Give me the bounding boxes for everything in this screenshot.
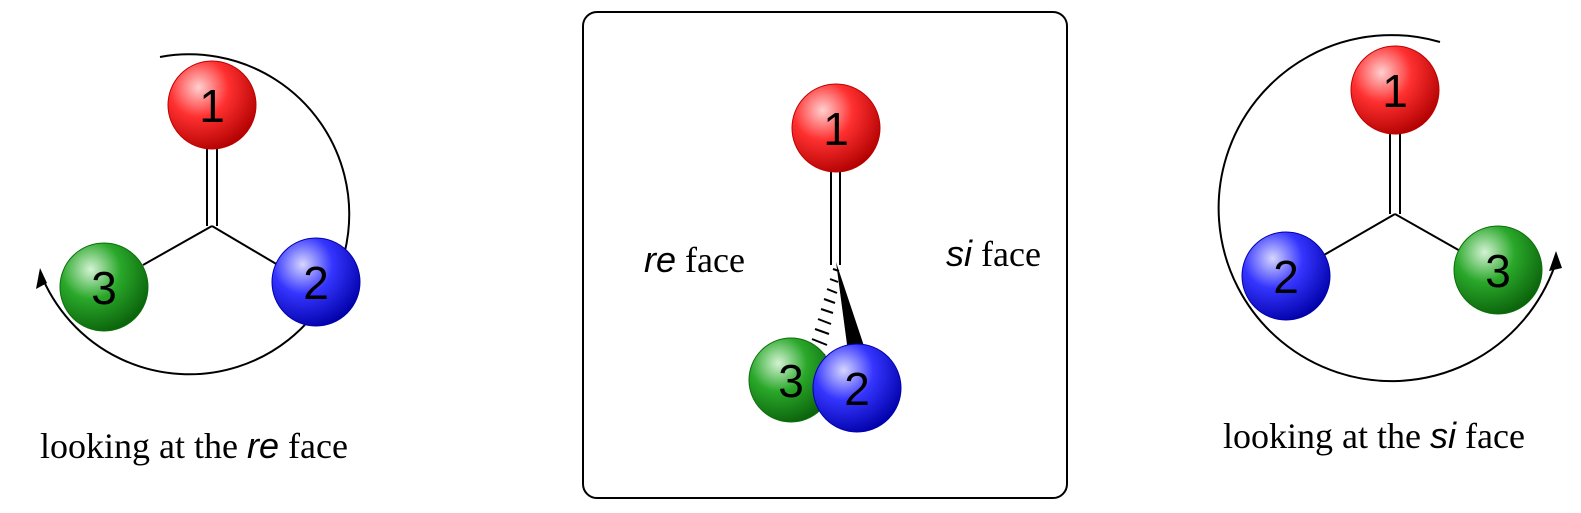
arrowhead bbox=[1549, 251, 1562, 271]
right-caption: looking at the si face bbox=[1195, 415, 1545, 456]
bond-to-2 bbox=[1323, 213, 1396, 256]
atom-3: 3 bbox=[1453, 225, 1543, 315]
atom-3: 3 bbox=[59, 242, 149, 332]
atom-2-label: 2 bbox=[844, 363, 870, 415]
atom-1: 1 bbox=[791, 83, 881, 173]
atom-1-label: 1 bbox=[199, 80, 225, 132]
atom-3-label: 3 bbox=[778, 355, 804, 407]
atom-3-label: 3 bbox=[1485, 245, 1511, 297]
rotation-arc bbox=[1217, 34, 1556, 383]
caption-suffix: face bbox=[1456, 416, 1525, 456]
re-face-italic: re bbox=[644, 239, 676, 280]
caption-prefix: looking at the bbox=[40, 426, 247, 466]
si-face-label: si face bbox=[918, 233, 1061, 274]
atom-2: 2 bbox=[1241, 231, 1331, 321]
si-face-italic: si bbox=[946, 233, 973, 274]
caption-suffix: face bbox=[279, 426, 348, 466]
si-face-suffix: face bbox=[972, 234, 1041, 274]
atom-2: 2 bbox=[271, 237, 361, 327]
center-frame bbox=[582, 11, 1068, 499]
caption-face-name: re bbox=[247, 425, 279, 466]
atom-2-label: 2 bbox=[303, 257, 329, 309]
re-face-suffix: face bbox=[676, 240, 745, 280]
bond-to-2 bbox=[211, 225, 279, 266]
wedge-bond bbox=[836, 262, 864, 352]
center-panel: 3 2 1 re face si face bbox=[582, 11, 1068, 499]
caption-face-name: si bbox=[1430, 415, 1457, 456]
left-panel: 1 3 2 looking at the re face bbox=[12, 53, 368, 466]
bond-to-3 bbox=[1394, 213, 1463, 253]
atom-2-label: 2 bbox=[1273, 251, 1299, 303]
atom-1: 1 bbox=[167, 60, 257, 150]
atom-2: 2 bbox=[812, 343, 902, 433]
atom-3-label: 3 bbox=[91, 262, 117, 314]
atom-1-label: 1 bbox=[1382, 65, 1408, 117]
left-caption: looking at the re face bbox=[12, 425, 368, 466]
atom-1: 1 bbox=[1350, 45, 1440, 135]
bond-to-3 bbox=[142, 225, 213, 266]
arrowhead bbox=[36, 268, 47, 289]
caption-prefix: looking at the bbox=[1223, 416, 1430, 456]
re-face-label: re face bbox=[616, 239, 765, 280]
right-panel: 1 2 3 looking at the si face bbox=[1195, 34, 1562, 456]
atom-3: 3 bbox=[748, 337, 834, 423]
atom-1-label: 1 bbox=[823, 103, 849, 155]
